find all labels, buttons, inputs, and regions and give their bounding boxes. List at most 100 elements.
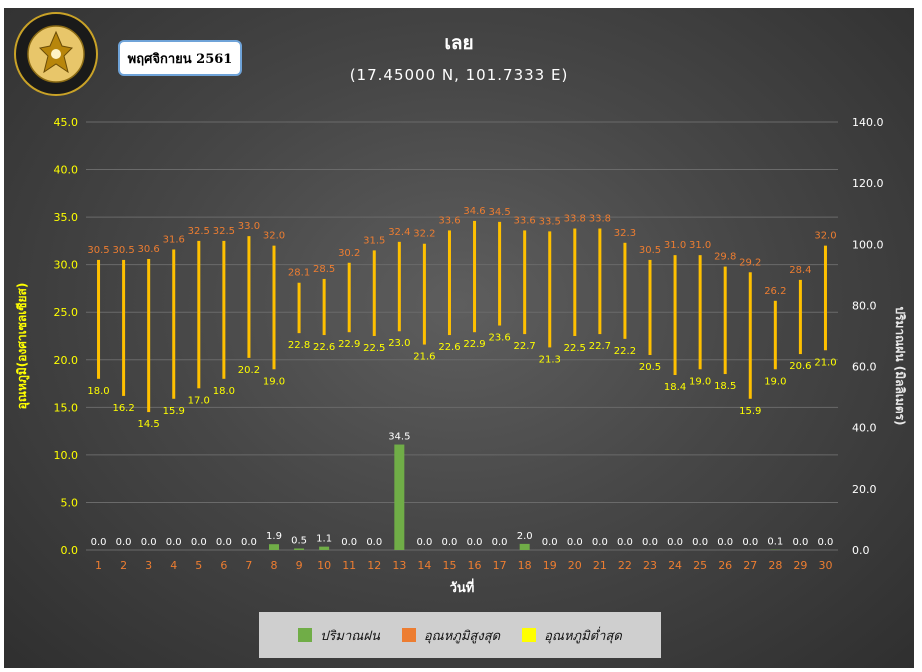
x-tick-label: 30: [818, 559, 832, 572]
chart-canvas: 0.05.010.015.020.025.030.035.040.045.00.…: [15, 116, 907, 596]
max-temp-label: 33.6: [514, 215, 536, 226]
max-temp-label: 33.8: [589, 214, 611, 225]
rain-label: 0.0: [116, 537, 132, 548]
y-left-tick-label: 40.0: [54, 164, 79, 177]
min-temp-label: 18.0: [87, 386, 109, 397]
rain-bar: [394, 444, 405, 550]
temp-range-bar: [823, 245, 827, 351]
max-temp-label: 30.2: [338, 248, 360, 259]
y-left-tick-label: 45.0: [54, 116, 79, 129]
temp-range-bar: [447, 230, 451, 336]
temp-range-bar: [272, 245, 276, 370]
temp-range-bar: [673, 255, 677, 375]
min-temp-label: 21.3: [539, 354, 561, 365]
rain-label: 0.0: [492, 537, 508, 548]
min-temp-label: 18.4: [664, 382, 686, 393]
temp-range-bar: [322, 278, 326, 336]
rain-label: 0.5: [291, 535, 307, 546]
max-temp-label: 32.5: [188, 226, 210, 237]
min-temp-label: 22.7: [514, 341, 536, 352]
x-tick-label: 6: [220, 559, 227, 572]
max-temp-label: 33.6: [438, 215, 460, 226]
min-temp-label: 20.5: [639, 362, 661, 373]
x-tick-label: 11: [342, 559, 356, 572]
temp-range-bar: [172, 249, 176, 399]
min-temp-label: 21.6: [413, 352, 435, 363]
x-tick-label: 19: [543, 559, 557, 572]
x-tick-label: 24: [668, 559, 682, 572]
temp-range-bar: [648, 259, 652, 356]
rain-bar: [519, 543, 530, 550]
rain-label: 0.0: [166, 537, 182, 548]
y-left-tick-label: 5.0: [61, 496, 79, 509]
x-tick-label: 5: [195, 559, 202, 572]
y-left-tick-label: 20.0: [54, 354, 79, 367]
rain-label: 0.0: [818, 537, 834, 548]
legend-swatch-rain: [298, 628, 313, 642]
max-temp-label: 30.6: [138, 244, 160, 255]
temp-range-bar: [573, 228, 577, 336]
rain-label: 0.0: [416, 537, 432, 548]
max-temp-label: 29.8: [714, 252, 736, 263]
temp-range-bar: [748, 272, 752, 399]
max-temp-label: 32.0: [814, 231, 836, 242]
min-temp-label: 22.6: [438, 342, 460, 353]
temp-range-bar: [372, 250, 376, 336]
legend-label-max-temp: อุณหภูมิสูงสุด: [423, 628, 501, 644]
temp-range-bar: [723, 266, 727, 375]
y-left-tick-label: 35.0: [54, 211, 79, 224]
x-tick-label: 4: [170, 559, 177, 572]
rain-label: 0.0: [366, 537, 382, 548]
max-temp-label: 31.6: [163, 234, 185, 245]
y-right-tick-label: 20.0: [852, 483, 877, 496]
rain-label: 34.5: [388, 432, 410, 443]
rain-label: 0.0: [467, 537, 483, 548]
rain-label: 0.0: [592, 537, 608, 548]
y-right-tick-label: 140.0: [852, 116, 884, 129]
chart-subtitle: (17.45000 N, 101.7333 E): [349, 66, 569, 84]
min-temp-label: 22.8: [288, 340, 310, 351]
y-right-tick-label: 0.0: [852, 544, 870, 557]
rain-label: 0.0: [617, 537, 633, 548]
temp-range-bar: [222, 240, 226, 379]
x-tick-label: 14: [417, 559, 431, 572]
y-right-tick-label: 120.0: [852, 177, 884, 190]
max-temp-label: 33.8: [564, 214, 586, 225]
min-temp-label: 19.0: [764, 376, 786, 387]
rain-label: 0.0: [191, 537, 207, 548]
rain-label: 0.0: [667, 537, 683, 548]
rain-label: 0.0: [241, 537, 257, 548]
min-temp-label: 22.6: [313, 342, 335, 353]
rain-label: 0.0: [742, 537, 758, 548]
x-tick-label: 18: [518, 559, 532, 572]
y-right-tick-label: 60.0: [852, 361, 877, 374]
legend-swatch-max-temp: [401, 628, 416, 642]
max-temp-label: 31.0: [689, 240, 711, 251]
min-temp-label: 17.0: [188, 395, 210, 406]
x-tick-label: 7: [245, 559, 252, 572]
x-tick-label: 10: [317, 559, 331, 572]
rain-label: 0.0: [341, 537, 357, 548]
chart-title: เลย: [444, 32, 474, 54]
rain-label: 0.0: [567, 537, 583, 548]
rain-label: 0.0: [442, 537, 458, 548]
x-tick-label: 1: [95, 559, 102, 572]
temp-range-bar: [347, 262, 351, 333]
rain-label: 0.0: [216, 537, 232, 548]
x-tick-label: 25: [693, 559, 707, 572]
max-temp-label: 34.6: [463, 206, 485, 217]
min-temp-label: 16.2: [112, 403, 134, 414]
temp-range-bar: [147, 258, 151, 413]
rain-label: 2.0: [517, 531, 533, 542]
min-temp-label: 19.0: [263, 376, 285, 387]
temp-range-bar: [247, 236, 251, 358]
x-tick-label: 3: [145, 559, 152, 572]
meteorological-department-logo: [14, 12, 98, 96]
min-temp-label: 15.9: [739, 406, 761, 417]
x-tick-label: 15: [442, 559, 456, 572]
rain-label: 0.0: [141, 537, 157, 548]
rain-label: 0.0: [692, 537, 708, 548]
x-tick-label: 22: [618, 559, 632, 572]
max-temp-label: 28.1: [288, 268, 310, 279]
temp-range-bar: [397, 241, 401, 332]
